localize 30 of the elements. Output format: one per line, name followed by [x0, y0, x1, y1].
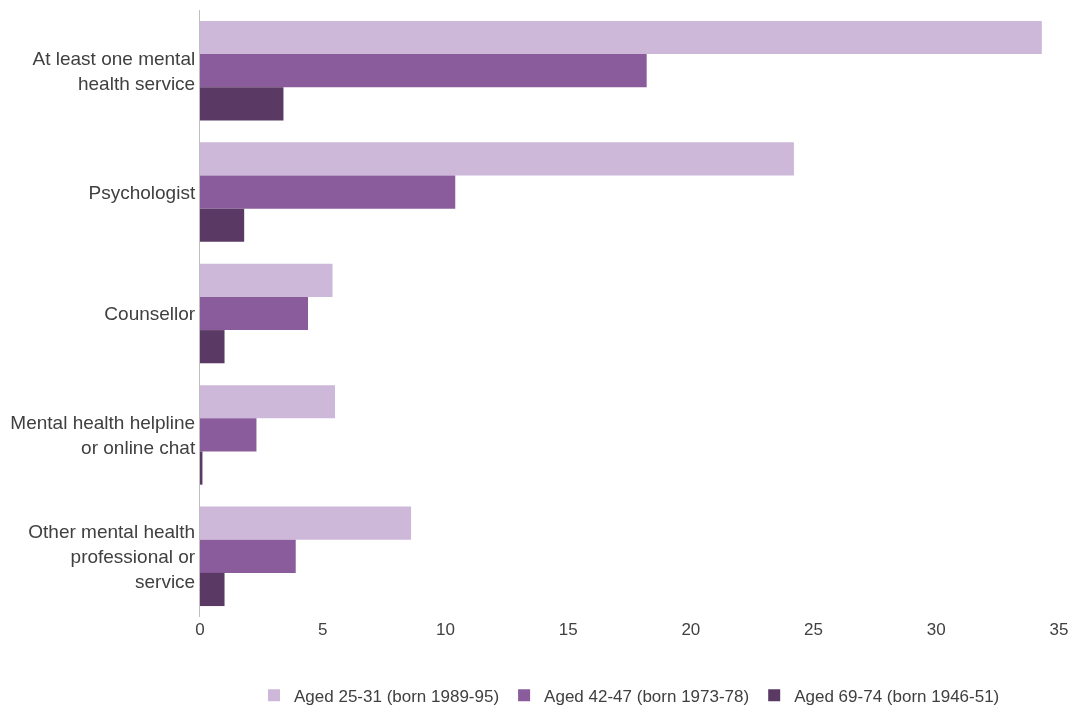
bar: [200, 263, 333, 297]
bar: [200, 385, 335, 419]
y-tick-label: Mental health helpline or online chat: [10, 412, 196, 458]
x-tick-label: 20: [681, 620, 701, 639]
x-tick-label: 30: [926, 620, 946, 639]
bar: [200, 418, 257, 452]
x-tick-label: 35: [1049, 620, 1069, 639]
bar: [200, 87, 284, 121]
bar: [200, 330, 225, 364]
x-tick-label: 10: [435, 620, 455, 639]
x-tick-label: 15: [558, 620, 578, 639]
bar: [200, 208, 245, 242]
x-tick-label: 5: [317, 620, 328, 639]
bar: [200, 20, 1042, 55]
legend-label: Aged 69-74 (born 1946-51): [794, 686, 1000, 706]
bar: [200, 54, 647, 88]
x-tick-label: 25: [804, 620, 824, 639]
y-tick-label: Other mental health professional or service: [28, 521, 196, 592]
y-tick-label: Counsellor: [104, 303, 196, 325]
x-tick-label: 0: [195, 620, 205, 639]
bar: [200, 142, 794, 176]
legend-label: Aged 42-47 (born 1973-78): [544, 686, 750, 706]
bar: [200, 539, 296, 573]
bar: [200, 506, 412, 540]
bar: [200, 572, 225, 607]
legend-label: Aged 25-31 (born 1989-95): [294, 686, 500, 706]
bar: [200, 296, 308, 331]
y-tick-label: At least one mental health service: [32, 48, 196, 94]
bar: [200, 175, 456, 209]
y-tick-label: Psychologist: [88, 181, 196, 203]
